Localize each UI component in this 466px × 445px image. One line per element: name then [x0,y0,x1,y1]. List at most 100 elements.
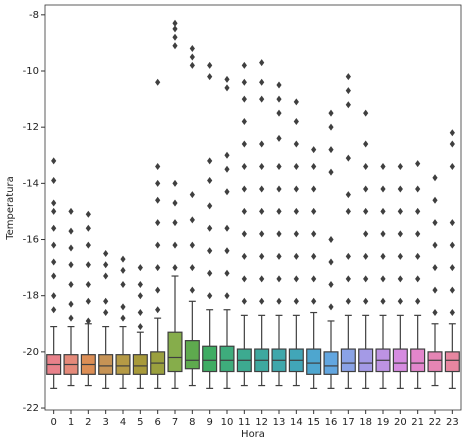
outlier [85,297,91,305]
outlier [224,247,230,255]
outlier [363,252,369,260]
outlier [155,241,161,249]
outlier [328,280,334,288]
outlier [293,230,299,238]
x-tick-label: 2 [85,417,91,428]
outlier [293,185,299,193]
outlier [276,185,282,193]
outlier [363,185,369,193]
x-tick-label: 3 [102,417,108,428]
outlier [259,162,265,170]
x-tick-label: 23 [446,417,459,428]
outlier [207,247,213,255]
outlier [120,303,126,311]
y-tick-label: -20 [23,347,39,358]
outlier [293,297,299,305]
outlier [432,286,438,294]
outlier [328,109,334,117]
outlier [259,95,265,103]
outlier [432,241,438,249]
outlier [276,109,282,117]
outlier [207,61,213,69]
x-tick-label: 12 [255,417,268,428]
outlier [120,314,126,322]
outlier [189,216,195,224]
box [340,348,356,373]
outlier [363,162,369,170]
outlier [449,309,455,317]
outlier [345,101,351,109]
outlier [224,165,230,173]
outlier [68,314,74,322]
x-tick-label: 19 [377,417,390,428]
x-tick-label: 4 [120,417,126,428]
outlier [155,306,161,314]
outlier [207,202,213,210]
outlier [120,255,126,263]
outlier [293,162,299,170]
x-tick-label: 0 [50,417,56,428]
outlier [432,219,438,227]
outlier [241,78,247,86]
outlier [68,300,74,308]
outlier [172,33,178,41]
outlier [241,230,247,238]
outlier [449,286,455,294]
x-tick-label: 9 [206,417,212,428]
box [392,348,408,373]
outlier [311,252,317,260]
outlier [415,230,421,238]
outlier [172,179,178,187]
outlier [259,185,265,193]
x-tick-label: 20 [394,417,407,428]
x-tick-label: 15 [307,417,320,428]
outlier [241,61,247,69]
x-tick-label: 6 [154,417,160,428]
outlier [432,309,438,317]
outlier [51,241,57,249]
outlier [449,264,455,272]
outlier [345,207,351,215]
outlier [259,230,265,238]
outlier [189,241,195,249]
box [444,351,460,373]
outlier [85,210,91,218]
outlier [241,140,247,148]
outlier [207,292,213,300]
outlier [345,73,351,81]
outlier [432,196,438,204]
box [202,345,218,373]
outlier [363,297,369,305]
outlier [224,269,230,277]
outlier [51,224,57,232]
outlier [103,272,109,280]
outlier [120,280,126,288]
x-tick-label: 13 [273,417,286,428]
outlier [51,157,57,165]
outlier [155,162,161,170]
outlier [189,61,195,69]
outlier [224,75,230,83]
outlier [259,297,265,305]
box [358,348,374,373]
x-tick-label: 11 [238,417,251,428]
outlier [172,264,178,272]
box [184,340,200,370]
outlier [189,286,195,294]
outlier [276,252,282,260]
outlier [207,73,213,81]
outlier [449,140,455,148]
outlier [68,261,74,269]
outlier [415,275,421,283]
outlier [380,185,386,193]
outlier [103,261,109,269]
outlier [311,185,317,193]
outlier [345,154,351,162]
outlier [415,160,421,168]
outlier [189,264,195,272]
outlier [276,162,282,170]
outlier [85,261,91,269]
outlier [207,177,213,185]
outlier [432,174,438,182]
x-tick-label: 21 [411,417,424,428]
